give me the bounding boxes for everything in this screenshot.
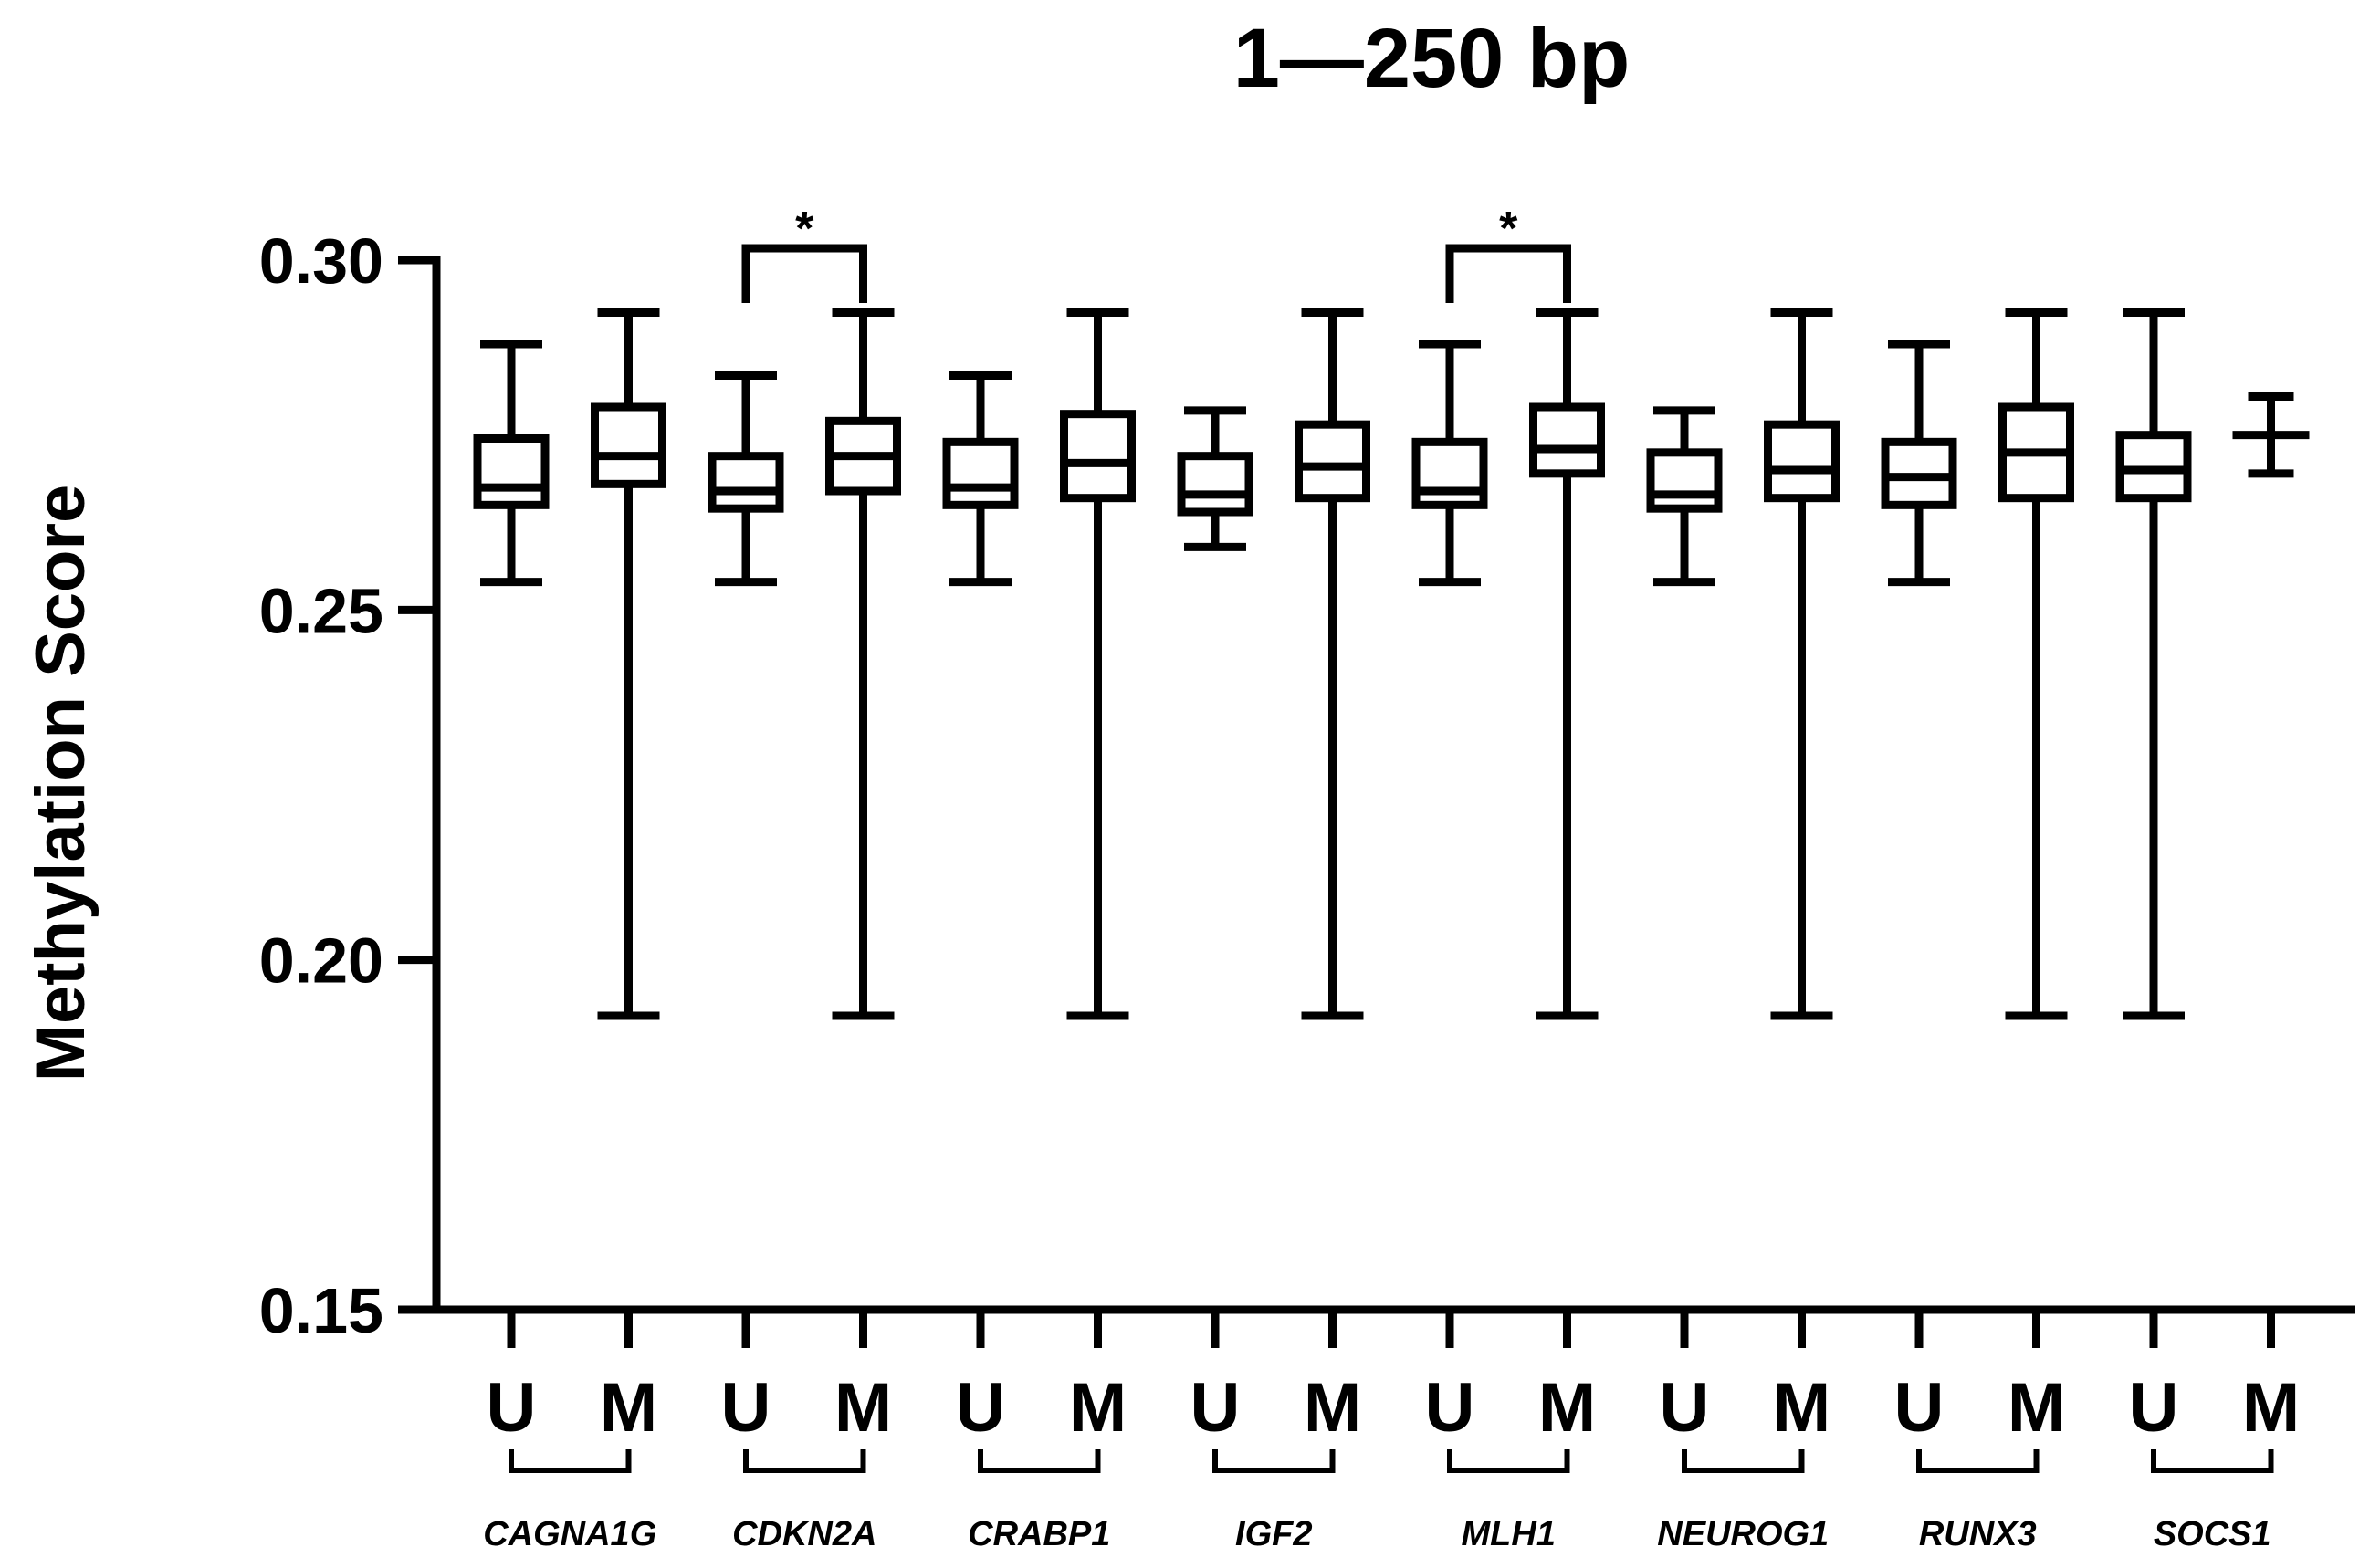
gene-name-label: CAGNA1G xyxy=(483,1515,656,1553)
x-category-label: U xyxy=(487,1369,537,1447)
iqr-box xyxy=(1411,437,1488,509)
gene-groups: CAGNA1G CDKN2A CRABP1 IGF2 MLH1 NEUROG1 RUNX3 S… xyxy=(483,1449,2274,1553)
iqr-box xyxy=(1177,452,1253,517)
chart-title: 1—250 bp xyxy=(1233,12,1631,105)
box-U xyxy=(1881,340,1957,587)
box-M xyxy=(1764,308,1840,1020)
box-M xyxy=(825,308,901,1020)
iqr-box xyxy=(473,434,550,509)
boxes xyxy=(473,308,2310,1020)
x-category-label: M xyxy=(2008,1369,2065,1447)
group-bracket xyxy=(978,1449,1101,1473)
y-tick-label: 0.25 xyxy=(259,575,383,646)
group-bracket xyxy=(743,1449,866,1473)
y-axis-label: Methylation Score xyxy=(22,485,100,1082)
iqr-box xyxy=(1295,420,1370,503)
gene-group: CAGNA1G xyxy=(483,1449,656,1553)
gene-group: NEUROG1 xyxy=(1657,1449,1829,1553)
gene-name-label: CDKN2A xyxy=(732,1515,876,1553)
x-category-label: M xyxy=(1538,1369,1596,1447)
significance-asterisk: * xyxy=(1499,203,1518,256)
y-tick-label: 0.15 xyxy=(259,1275,383,1346)
gene-name-label: SOCS1 xyxy=(2154,1515,2271,1553)
box-U xyxy=(1646,406,1723,587)
group-bracket xyxy=(2151,1449,2274,1473)
gene-group: MLH1 xyxy=(1447,1449,1570,1553)
gene-name-label: NEUROG1 xyxy=(1657,1515,1829,1553)
box-M xyxy=(1529,308,1605,1020)
x-category-label: M xyxy=(600,1369,657,1447)
iqr-box xyxy=(1060,410,1136,503)
x-category-label: U xyxy=(1660,1369,1710,1447)
group-bracket xyxy=(509,1449,632,1473)
y-tick-label: 0.30 xyxy=(259,225,383,297)
box-U xyxy=(2115,308,2192,1020)
iqr-box xyxy=(942,437,1019,509)
axes: 0.15 0.20 0.25 0.30 xyxy=(259,225,2355,1346)
x-category-label: U xyxy=(2129,1369,2179,1447)
significance-marker: * xyxy=(1445,203,1571,303)
group-bracket xyxy=(1447,1449,1570,1473)
box-M xyxy=(1060,308,1136,1020)
gene-group: IGF2 xyxy=(1212,1449,1336,1553)
box-M xyxy=(2232,392,2310,478)
gene-name-label: RUNX3 xyxy=(1919,1515,2037,1553)
gene-name-label: CRABP1 xyxy=(968,1515,1110,1553)
box-U xyxy=(942,371,1019,587)
x-category-label: M xyxy=(834,1369,892,1447)
group-bracket xyxy=(1212,1449,1336,1473)
y-tick-label: 0.20 xyxy=(259,925,383,997)
significance-marker: * xyxy=(741,203,867,303)
significance-bracket xyxy=(741,244,867,303)
iqr-box xyxy=(1646,448,1723,513)
x-category-label: U xyxy=(1894,1369,1945,1447)
x-category-label: M xyxy=(2242,1369,2300,1447)
gene-group: RUNX3 xyxy=(1916,1449,2040,1553)
iqr-box xyxy=(591,402,666,488)
box-M xyxy=(1295,308,1370,1020)
iqr-box xyxy=(708,452,784,513)
box-U xyxy=(473,340,550,587)
box-U xyxy=(1177,406,1253,551)
gene-group: CRABP1 xyxy=(968,1449,1110,1553)
gene-group: CDKN2A xyxy=(732,1449,876,1553)
gene-name-label: MLH1 xyxy=(1462,1515,1556,1553)
x-category-label: M xyxy=(1773,1369,1830,1447)
iqr-box xyxy=(1529,402,1605,478)
significance-bracket xyxy=(1445,244,1571,303)
significance-asterisk: * xyxy=(795,203,814,256)
significance-brackets: * * xyxy=(741,203,1571,303)
box-M xyxy=(1998,308,2074,1020)
group-bracket xyxy=(1682,1449,1805,1473)
box-M xyxy=(591,308,666,1020)
x-category-label: U xyxy=(1190,1369,1241,1447)
box-U xyxy=(1411,340,1488,587)
box-U xyxy=(708,371,784,587)
gene-group: SOCS1 xyxy=(2151,1449,2274,1553)
group-bracket xyxy=(1916,1449,2040,1473)
iqr-box xyxy=(1764,420,1840,503)
x-category-label: U xyxy=(956,1369,1006,1447)
x-category-label: M xyxy=(1069,1369,1127,1447)
x-category-label: M xyxy=(1304,1369,1361,1447)
x-category-label: U xyxy=(1425,1369,1475,1447)
x-category-label: U xyxy=(721,1369,771,1447)
gene-name-label: IGF2 xyxy=(1235,1515,1312,1553)
